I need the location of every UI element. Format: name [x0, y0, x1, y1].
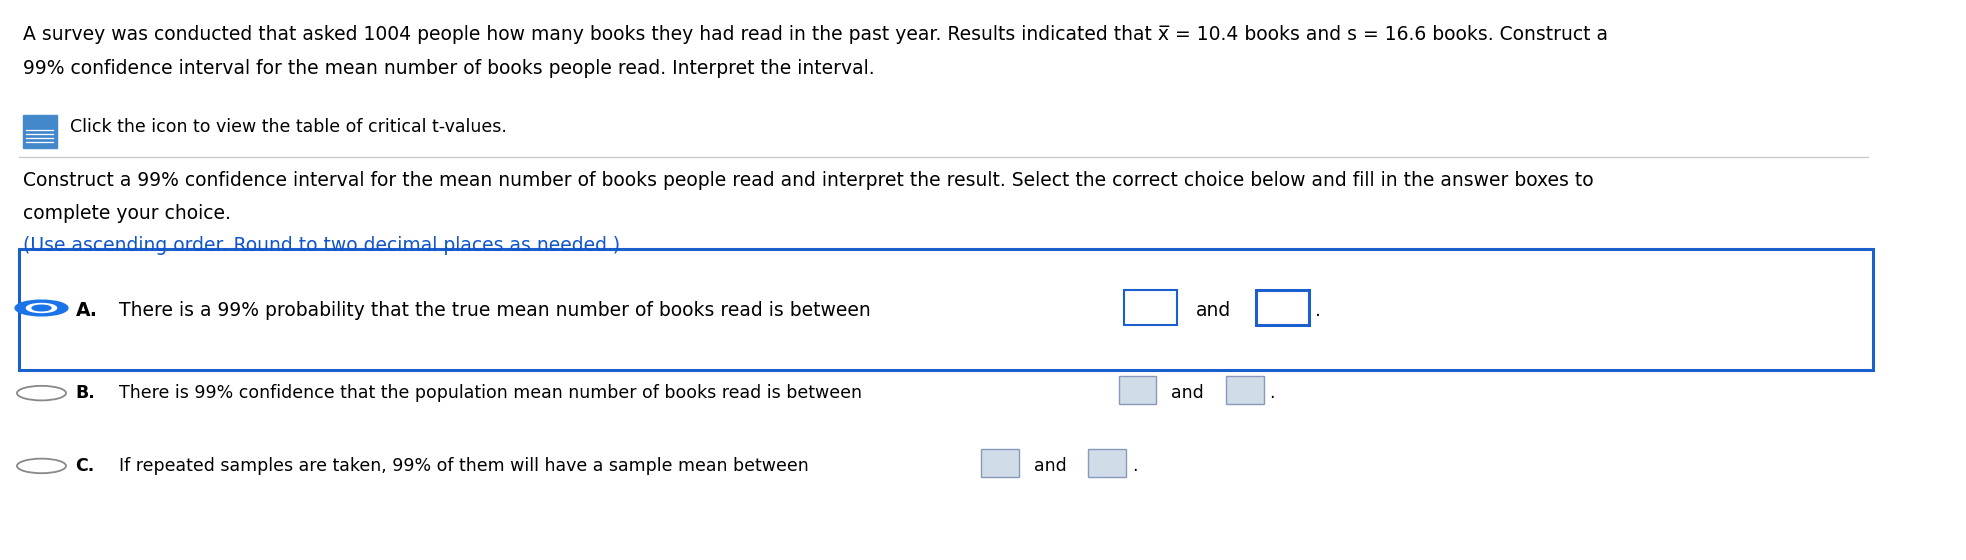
- Text: If repeated samples are taken, 99% of them will have a sample mean between: If repeated samples are taken, 99% of th…: [118, 457, 808, 475]
- Circle shape: [18, 386, 67, 400]
- Text: A survey was conducted that asked 1004 people how many books they had read in th: A survey was conducted that asked 1004 p…: [24, 25, 1608, 44]
- Text: and: and: [1195, 301, 1231, 320]
- Circle shape: [18, 459, 67, 473]
- Text: 99% confidence interval for the mean number of books people read. Interpret the : 99% confidence interval for the mean num…: [24, 59, 875, 78]
- Text: (Use ascending order. Round to two decimal places as needed.): (Use ascending order. Round to two decim…: [24, 236, 619, 255]
- Text: Click the icon to view the table of critical t-values.: Click the icon to view the table of crit…: [71, 118, 507, 136]
- FancyBboxPatch shape: [1089, 449, 1127, 477]
- Text: and: and: [1034, 457, 1066, 475]
- Text: There is a 99% probability that the true mean number of books read is between: There is a 99% probability that the true…: [118, 301, 871, 320]
- Text: .: .: [1315, 301, 1321, 320]
- Text: and: and: [1172, 384, 1205, 402]
- Text: B.: B.: [75, 384, 94, 402]
- Circle shape: [16, 300, 69, 316]
- Text: .: .: [1270, 384, 1276, 402]
- FancyBboxPatch shape: [1227, 376, 1264, 404]
- Text: There is 99% confidence that the population mean number of books read is between: There is 99% confidence that the populat…: [118, 384, 861, 402]
- Circle shape: [31, 305, 51, 311]
- Text: complete your choice.: complete your choice.: [24, 204, 230, 223]
- FancyBboxPatch shape: [1119, 376, 1156, 404]
- Text: Construct a 99% confidence interval for the mean number of books people read and: Construct a 99% confidence interval for …: [24, 171, 1592, 190]
- Circle shape: [26, 304, 57, 312]
- FancyBboxPatch shape: [1256, 290, 1309, 325]
- FancyBboxPatch shape: [20, 249, 1874, 370]
- Text: .: .: [1132, 457, 1136, 475]
- FancyBboxPatch shape: [981, 449, 1018, 477]
- Text: A.: A.: [75, 301, 98, 320]
- FancyBboxPatch shape: [1125, 290, 1178, 325]
- Text: C.: C.: [75, 457, 94, 475]
- FancyBboxPatch shape: [24, 115, 57, 148]
